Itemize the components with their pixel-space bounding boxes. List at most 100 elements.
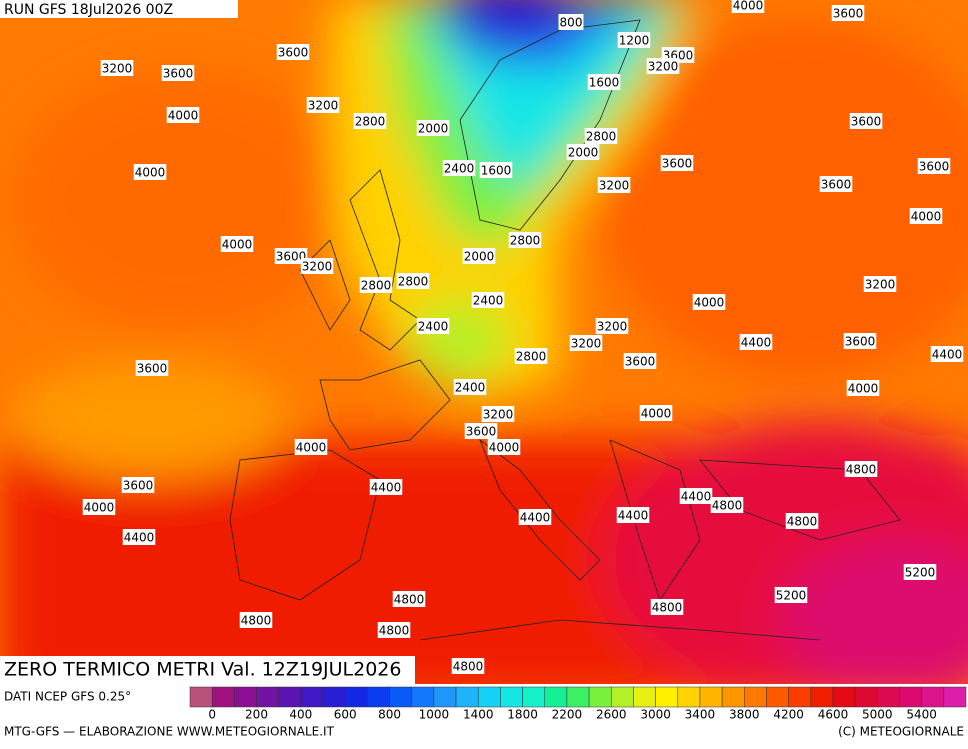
label-box — [844, 461, 878, 477]
colorbar-tick-label: 1400 — [463, 708, 494, 722]
label-box — [739, 334, 773, 350]
label-box — [166, 107, 200, 123]
source-label: DATI NCEP GFS 0.25° — [4, 690, 131, 704]
colorbar-tick-label: 800 — [378, 708, 401, 722]
contour-label: 4000 — [168, 109, 199, 123]
label-box — [276, 44, 310, 60]
color-box — [500, 686, 523, 708]
color-box — [655, 686, 679, 708]
contour-label: 5200 — [776, 589, 807, 603]
header-box — [0, 0, 238, 18]
color-box — [433, 686, 457, 708]
contour-label: 3600 — [845, 335, 876, 349]
contour-label: 2800 — [516, 350, 547, 364]
color-box — [234, 686, 257, 708]
label-box — [731, 0, 765, 13]
footer-right: (C) METEOGIORNALE — [838, 725, 964, 739]
label-box — [464, 423, 498, 439]
contour-label: 3600 — [276, 250, 307, 264]
label-box — [135, 360, 169, 376]
label-box — [903, 564, 937, 580]
label-box — [710, 497, 744, 513]
contour-label: 4400 — [520, 511, 551, 525]
contour-label: 1600 — [589, 76, 620, 90]
label-box — [453, 379, 487, 395]
label-box — [161, 65, 195, 81]
color-box — [322, 686, 346, 708]
contour-label: 3200 — [308, 99, 339, 113]
label-box — [569, 335, 603, 351]
contour-label: 4400 — [618, 509, 649, 523]
label-box — [566, 144, 600, 160]
color-box — [588, 686, 612, 708]
colorbar-tick-label: 1000 — [419, 708, 450, 722]
label-box — [623, 353, 657, 369]
label-box — [274, 248, 308, 264]
contour-label: 2800 — [355, 115, 386, 129]
label-box — [369, 479, 403, 495]
label-box — [392, 591, 426, 607]
label-box — [416, 318, 450, 334]
contour-label: 2400 — [444, 162, 475, 176]
color-box — [699, 686, 723, 708]
label-box — [587, 74, 621, 90]
label-box — [133, 164, 167, 180]
coastlines — [229, 19, 901, 641]
label-box — [646, 58, 680, 74]
label-box — [774, 587, 808, 603]
colorbar-tick-label: 4200 — [773, 708, 804, 722]
label-box — [377, 622, 411, 638]
contour-label: 4000 — [911, 210, 942, 224]
label-box — [692, 294, 726, 310]
label-box — [487, 439, 521, 455]
contour-label: 3600 — [625, 355, 656, 369]
color-box — [477, 686, 501, 708]
contour-label: 1200 — [619, 34, 650, 48]
contour-label: 4000 — [733, 0, 764, 13]
label-box — [650, 599, 684, 615]
color-box — [278, 686, 302, 708]
label-box — [300, 258, 334, 274]
colorbar-tick-label: 3000 — [640, 708, 671, 722]
contour-label: 3200 — [599, 179, 630, 193]
contour-label: 4000 — [848, 382, 879, 396]
color-box — [744, 686, 767, 708]
contour-label: 2000 — [418, 122, 449, 136]
label-box — [471, 292, 505, 308]
contour-label: 3600 — [123, 479, 154, 493]
label-box — [518, 509, 552, 525]
contour-label: 2800 — [398, 275, 429, 289]
footer-left: MTG-GFS — ELABORAZIONE WWW.METEOGIORNALE… — [4, 725, 335, 739]
colorbar-tick-label: 2600 — [596, 708, 627, 722]
color-box — [566, 686, 590, 708]
contour-label: 4400 — [741, 336, 772, 350]
contour-label: 3600 — [466, 425, 497, 439]
color-box — [854, 686, 878, 708]
label-box — [849, 113, 883, 129]
color-box — [633, 686, 656, 708]
contour-label: 4400 — [371, 481, 402, 495]
color-box — [766, 686, 789, 708]
contour-label: 3200 — [483, 408, 514, 422]
label-box — [508, 232, 542, 248]
colorbar-tick-label: 5000 — [862, 708, 893, 722]
contour-label: 2800 — [586, 130, 617, 144]
label-box — [353, 113, 387, 129]
contour-label: 1600 — [481, 164, 512, 178]
label-box — [930, 346, 964, 362]
contour-label: 3200 — [302, 260, 333, 274]
color-box — [344, 686, 368, 708]
contour-label: 3600 — [137, 362, 168, 376]
color-box — [300, 686, 324, 708]
contour-label: 5200 — [905, 566, 936, 580]
color-box — [544, 686, 568, 708]
contour-label: 4000 — [222, 238, 253, 252]
temperature-field — [0, 0, 968, 684]
label-box — [846, 380, 880, 396]
color-box — [721, 686, 745, 708]
contour-label: 3600 — [163, 67, 194, 81]
contour-label: 3600 — [833, 7, 864, 21]
color-box — [522, 686, 545, 708]
